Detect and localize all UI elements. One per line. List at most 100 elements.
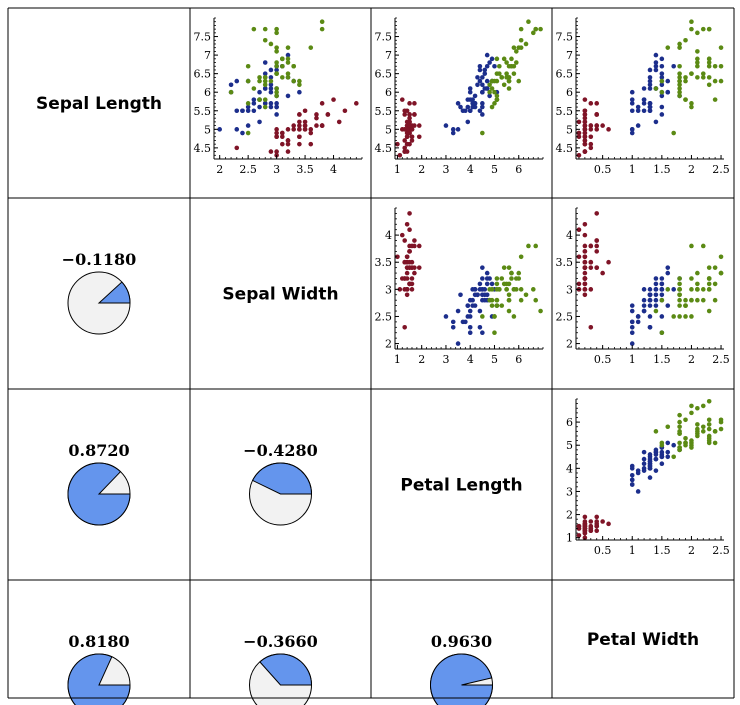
scatter-point-virginica: [706, 426, 712, 432]
x-tick-label: 2: [216, 163, 223, 176]
scatter-point-versicolor: [647, 104, 653, 110]
scatter-point-versicolor: [477, 108, 483, 114]
scatter-point-setosa: [588, 123, 594, 128]
scatter-point-virginica: [653, 86, 659, 91]
scatter-point-setosa: [302, 123, 308, 128]
scatter-point-versicolor: [268, 82, 274, 88]
scatter-point-virginica: [689, 71, 694, 76]
scatter-point-versicolor: [629, 330, 635, 336]
scatter-point-setosa: [582, 108, 588, 114]
scatter-point-versicolor: [641, 101, 647, 106]
x-tick-label: 0.5: [594, 544, 612, 557]
scatter-point-virginica: [494, 93, 500, 99]
scatter-point-setosa: [308, 127, 314, 132]
scatter-point-versicolor: [659, 287, 665, 292]
scatter-point-setosa: [297, 134, 302, 140]
scatter-point-setosa: [582, 526, 588, 531]
scatter-point-virginica: [506, 292, 512, 298]
scatter-point-versicolor: [240, 108, 245, 114]
scatter-point-virginica: [671, 314, 676, 319]
scatter-point-versicolor: [629, 325, 635, 330]
scatter-point-setosa: [308, 141, 314, 147]
scatter-point-virginica: [285, 60, 291, 65]
scatter-point-versicolor: [472, 287, 478, 292]
scatter-point-virginica: [506, 265, 512, 270]
scatter-point-virginica: [700, 243, 706, 249]
scatter-point-virginica: [695, 281, 700, 287]
y-tick-label: 3: [566, 283, 573, 296]
scatter-point-setosa: [582, 254, 588, 260]
scatter-point-versicolor: [653, 303, 659, 308]
scatter-point-virginica: [280, 63, 285, 69]
scatter-point-virginica: [677, 93, 682, 99]
y-tick-label: 2: [385, 338, 392, 351]
scatter-point-versicolor: [484, 63, 490, 69]
scatter-point-versicolor: [262, 71, 268, 76]
scatter-point-virginica: [533, 297, 539, 303]
scatter-point-versicolor: [629, 341, 635, 346]
scatter-point-setosa: [402, 138, 408, 143]
y-tick-label: 4: [566, 229, 573, 242]
scatter-point-versicolor: [492, 63, 497, 69]
scatter-point-virginica: [665, 424, 671, 430]
scatter-point-setosa: [308, 130, 314, 136]
scatter-point-setosa: [582, 149, 588, 154]
scatter-point-setosa: [319, 123, 325, 128]
scatter-point-virginica: [268, 41, 274, 47]
scatter-point-virginica: [706, 276, 712, 281]
scatter-point-setosa: [582, 115, 588, 121]
y-tick-label: 7: [385, 49, 392, 62]
scatter-point-versicolor: [653, 456, 659, 462]
scatter-point-virginica: [487, 297, 492, 303]
scatter-point-versicolor: [257, 119, 262, 125]
x-tick-label: 3: [442, 163, 449, 176]
scatter-point-versicolor: [465, 104, 471, 110]
scatter-point-versicolor: [480, 292, 485, 298]
scatter-point-versicolor: [665, 440, 671, 446]
scatter-point-setosa: [302, 119, 308, 125]
scatter-point-virginica: [712, 78, 718, 84]
scatter-point-virginica: [659, 297, 665, 303]
scatter-point-versicolor: [274, 101, 279, 106]
scatter-point-virginica: [262, 97, 268, 102]
scatter-point-versicolor: [228, 82, 234, 88]
scatter-point-virginica: [506, 281, 512, 287]
scatter-point-setosa: [402, 145, 408, 151]
scatter-point-versicolor: [297, 89, 302, 95]
x-tick-label: 1.5: [653, 163, 671, 176]
scatter-point-setosa: [409, 276, 415, 281]
scatter-point-versicolor: [450, 325, 456, 330]
scatter-point-virginica: [516, 78, 522, 84]
scatter-point-setosa: [412, 101, 417, 106]
y-tick-label: 3.5: [556, 256, 574, 269]
scatter-point-setosa: [588, 265, 594, 270]
scatter-point-virginica: [511, 45, 517, 50]
scatter-point-versicolor: [659, 292, 665, 298]
scatter-point-versicolor: [274, 112, 279, 117]
scatter-point-virginica: [489, 104, 495, 110]
scatter-point-setosa: [297, 127, 302, 132]
y-tick-label: 7.5: [556, 31, 574, 44]
scatter-point-virginica: [677, 314, 682, 319]
scatter-point-virginica: [712, 297, 718, 303]
scatter-point-virginica: [689, 276, 694, 281]
scatter-point-virginica: [499, 75, 505, 80]
correlation-cell: 0.9630: [430, 632, 494, 705]
scatter-point-setosa: [285, 149, 291, 154]
x-tick-label: 2: [688, 353, 695, 366]
correlation-value: 0.9630: [431, 632, 492, 651]
scatter-point-setosa: [314, 112, 319, 117]
scatter-petal-width-vs-petal-length: 0.5 1 1.5 2 2.5 1 2 3 4 5 6: [566, 398, 730, 557]
scatter-point-setosa: [588, 519, 594, 524]
scatter-point-versicolor: [455, 101, 461, 106]
scatter-sepal-width-vs-sepal-length: 2 2.5 3 3.5 4 4.5 5 5.5 6 6.5 7 7.5: [194, 17, 363, 176]
scatter-point-setosa: [407, 227, 412, 232]
scatter-point-virginica: [659, 89, 665, 95]
y-tick-label: 2: [566, 338, 573, 351]
scatter-point-virginica: [494, 56, 500, 62]
scatter-point-setosa: [582, 259, 588, 265]
x-tick-label: 0.5: [594, 353, 612, 366]
scatter-point-versicolor: [472, 303, 478, 308]
scatter-point-virginica: [274, 89, 279, 95]
scatter-point-virginica: [501, 265, 507, 270]
